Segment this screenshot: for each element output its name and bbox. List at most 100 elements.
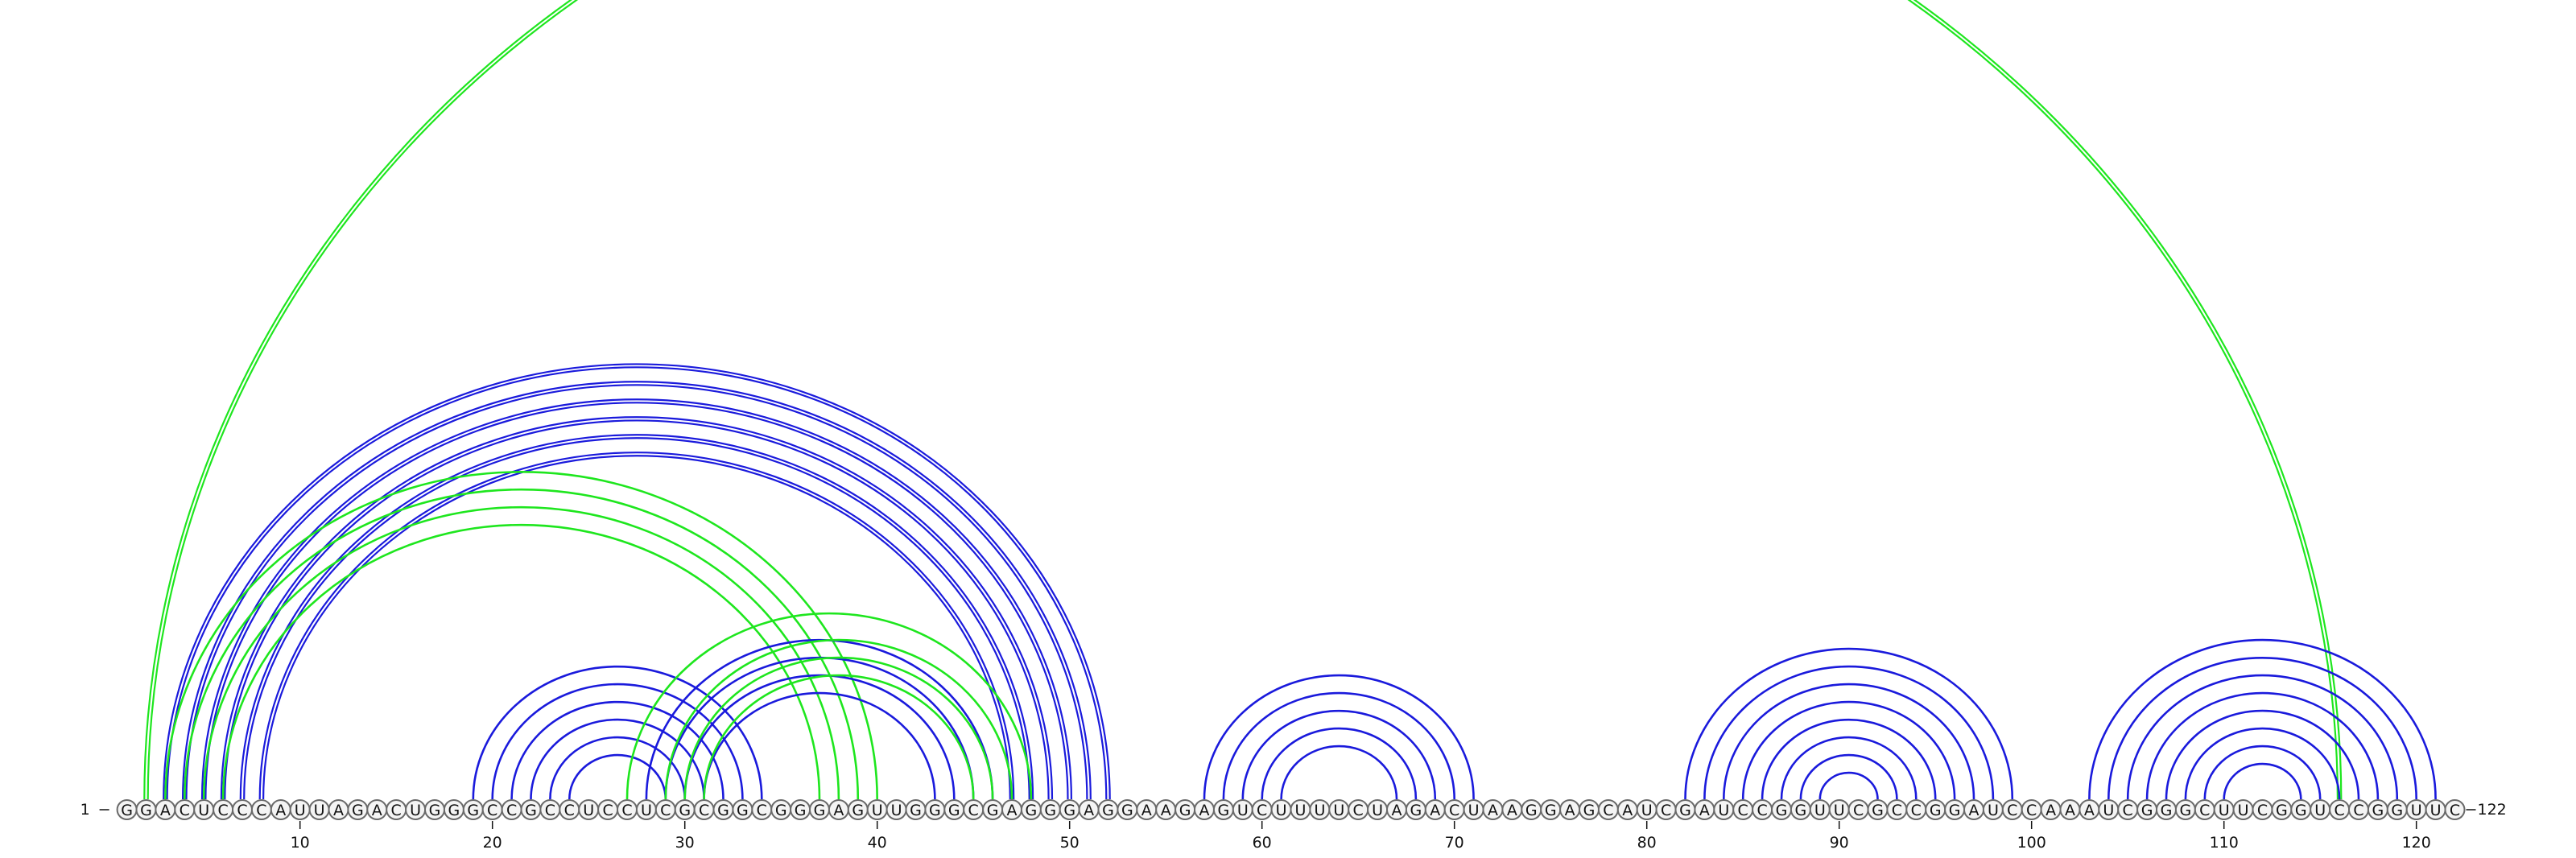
nucleotide-letter: G <box>679 802 691 819</box>
arc-4-51 <box>185 384 1088 800</box>
nucleotide-84: U <box>1713 799 1735 820</box>
nucleotide-57: A <box>1194 799 1215 820</box>
arc-29-47 <box>664 638 1013 800</box>
nucleotide-letter: A <box>1488 802 1498 819</box>
nucleotide-letter: U <box>2430 802 2442 819</box>
nucleotide-letter: U <box>198 802 209 819</box>
nucleotide-letter: U <box>2103 802 2114 819</box>
arc-88-93 <box>1799 753 1898 800</box>
nucleotide-letter: C <box>2450 802 2460 819</box>
nucleotide-107: G <box>2156 799 2177 820</box>
arc-82-99 <box>1684 647 2014 800</box>
nucleotide-71: U <box>1463 799 1484 820</box>
arc-3-52 <box>166 366 1108 800</box>
nucleotide-42: G <box>905 799 927 820</box>
nucleotide-54: A <box>1136 799 1158 820</box>
tick-label-120: 120 <box>2402 834 2431 852</box>
tick-label-80: 80 <box>1637 834 1657 852</box>
nucleotide-14: A <box>366 799 388 820</box>
nucleotide-letter: C <box>1603 802 1613 819</box>
nucleotide-letter: G <box>948 802 960 819</box>
nucleotide-letter: C <box>217 802 228 819</box>
nucleotide-letter: U <box>410 802 421 819</box>
nucleotide-letter: U <box>583 802 594 819</box>
nucleotide-101: A <box>2040 799 2062 820</box>
base-pair-arcs <box>143 0 2437 800</box>
nucleotide-52: G <box>1097 799 1119 820</box>
nucleotide-64: U <box>1328 799 1350 820</box>
nucleotide-69: A <box>1424 799 1446 820</box>
nucleotide-letter: G <box>795 802 807 819</box>
nucleotide-letter: G <box>1545 802 1557 819</box>
nucleotide-56: G <box>1174 799 1196 820</box>
tick-label-90: 90 <box>1830 834 1849 852</box>
nucleotide-20: C <box>481 799 503 820</box>
nucleotide-109: C <box>2194 799 2215 820</box>
nucleotide-95: G <box>1925 799 1946 820</box>
nucleotide-circle <box>2444 799 2466 820</box>
arc-89-92 <box>1818 771 1879 800</box>
nucleotide-letter: U <box>1333 802 1344 819</box>
nucleotide-63: U <box>1309 799 1331 820</box>
arc-7-48 <box>243 437 1030 800</box>
nucleotide-letter: G <box>1872 802 1884 819</box>
nucleotide-29: C <box>654 799 676 820</box>
nucleotide-letter: A <box>160 802 171 819</box>
nucleotide-letter: C <box>757 802 767 819</box>
arc-83-98 <box>1703 665 1995 800</box>
nucleotide-90: U <box>1828 799 1850 820</box>
nucleotide-116: C <box>2329 799 2351 820</box>
nucleotide-60: C <box>1251 799 1273 820</box>
nucleotide-letter: C <box>391 802 402 819</box>
nucleotide-113: G <box>2271 799 2293 820</box>
nucleotide-letter: A <box>372 802 382 819</box>
nucleotide-letter: G <box>910 802 922 819</box>
nucleotide-letter: A <box>2065 802 2075 819</box>
nucleotide-letter: U <box>872 802 883 819</box>
nucleotide-letter: G <box>2391 802 2403 819</box>
arc-110-114 <box>2223 762 2302 800</box>
nucleotide-43: G <box>924 799 946 820</box>
nucleotide-32: G <box>712 799 734 820</box>
nucleotide-letter: U <box>1814 802 1826 819</box>
arc-103-121 <box>2088 638 2437 800</box>
nucleotide-23: C <box>539 799 561 820</box>
nucleotide-49: G <box>1039 799 1061 820</box>
nucleotide-119: G <box>2386 799 2408 820</box>
nucleotide-letter: U <box>1834 802 1845 819</box>
nucleotide-12: A <box>328 799 349 820</box>
nucleotide-letter: G <box>1583 802 1596 819</box>
nucleotide-120: U <box>2405 799 2427 820</box>
nucleotide-letter: U <box>1276 802 1287 819</box>
nucleotide-5: U <box>193 799 215 820</box>
nucleotide-16: U <box>405 799 427 820</box>
nucleotide-24: C <box>559 799 580 820</box>
nucleotide-67: A <box>1386 799 1407 820</box>
nucleotide-letter: A <box>1699 802 1710 819</box>
nucleotide-letter: A <box>1430 802 1440 819</box>
nucleotide-75: G <box>1540 799 1562 820</box>
nucleotide-letter: G <box>1776 802 1788 819</box>
nucleotide-121: U <box>2425 799 2446 820</box>
nucleotide-letter: A <box>1565 802 1575 819</box>
nucleotide-letter: C <box>506 802 517 819</box>
nucleotide-15: C <box>386 799 407 820</box>
nucleotide-letter: C <box>660 802 671 819</box>
nucleotide-27: C <box>617 799 638 820</box>
nucleotide-26: C <box>597 799 619 820</box>
nucleotide-51: A <box>1078 799 1100 820</box>
nucleotide-3: A <box>155 799 176 820</box>
arc-104-120 <box>2107 656 2417 800</box>
nucleotide-letter: A <box>1141 802 1152 819</box>
sequence-baseline: 1 122 <box>80 801 2507 819</box>
tick-label-30: 30 <box>675 834 695 852</box>
nucleotide-55: A <box>1155 799 1177 820</box>
nucleotide-99: C <box>2001 799 2023 820</box>
nucleotide-letter: G <box>737 802 749 819</box>
nucleotide-letter: C <box>487 802 497 819</box>
nucleotide-letter: A <box>1084 802 1094 819</box>
nucleotide-letter: G <box>1121 802 1133 819</box>
arc-4-39 <box>184 488 860 800</box>
nucleotide-73: A <box>1501 799 1523 820</box>
